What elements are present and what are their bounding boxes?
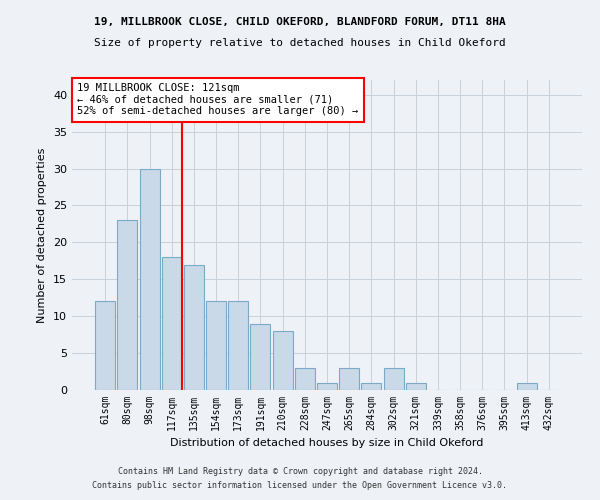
Bar [339, 368, 359, 390]
Bar [118, 220, 137, 390]
Bar [206, 302, 226, 390]
Text: 19, MILLBROOK CLOSE, CHILD OKEFORD, BLANDFORD FORUM, DT11 8HA: 19, MILLBROOK CLOSE, CHILD OKEFORD, BLAN… [94, 18, 506, 28]
Bar [250, 324, 271, 390]
Bar [162, 257, 182, 390]
Bar [406, 382, 426, 390]
Bar [361, 382, 382, 390]
Text: 19 MILLBROOK CLOSE: 121sqm
← 46% of detached houses are smaller (71)
52% of semi: 19 MILLBROOK CLOSE: 121sqm ← 46% of deta… [77, 83, 358, 116]
Y-axis label: Number of detached properties: Number of detached properties [37, 148, 47, 322]
Bar [95, 302, 115, 390]
Bar [140, 168, 160, 390]
Bar [383, 368, 404, 390]
Bar [317, 382, 337, 390]
Text: Size of property relative to detached houses in Child Okeford: Size of property relative to detached ho… [94, 38, 506, 48]
Bar [228, 302, 248, 390]
Bar [295, 368, 315, 390]
Bar [517, 382, 536, 390]
Text: Contains HM Land Registry data © Crown copyright and database right 2024.: Contains HM Land Registry data © Crown c… [118, 467, 482, 476]
Bar [184, 264, 204, 390]
Text: Contains public sector information licensed under the Open Government Licence v3: Contains public sector information licen… [92, 481, 508, 490]
Bar [272, 331, 293, 390]
X-axis label: Distribution of detached houses by size in Child Okeford: Distribution of detached houses by size … [170, 438, 484, 448]
